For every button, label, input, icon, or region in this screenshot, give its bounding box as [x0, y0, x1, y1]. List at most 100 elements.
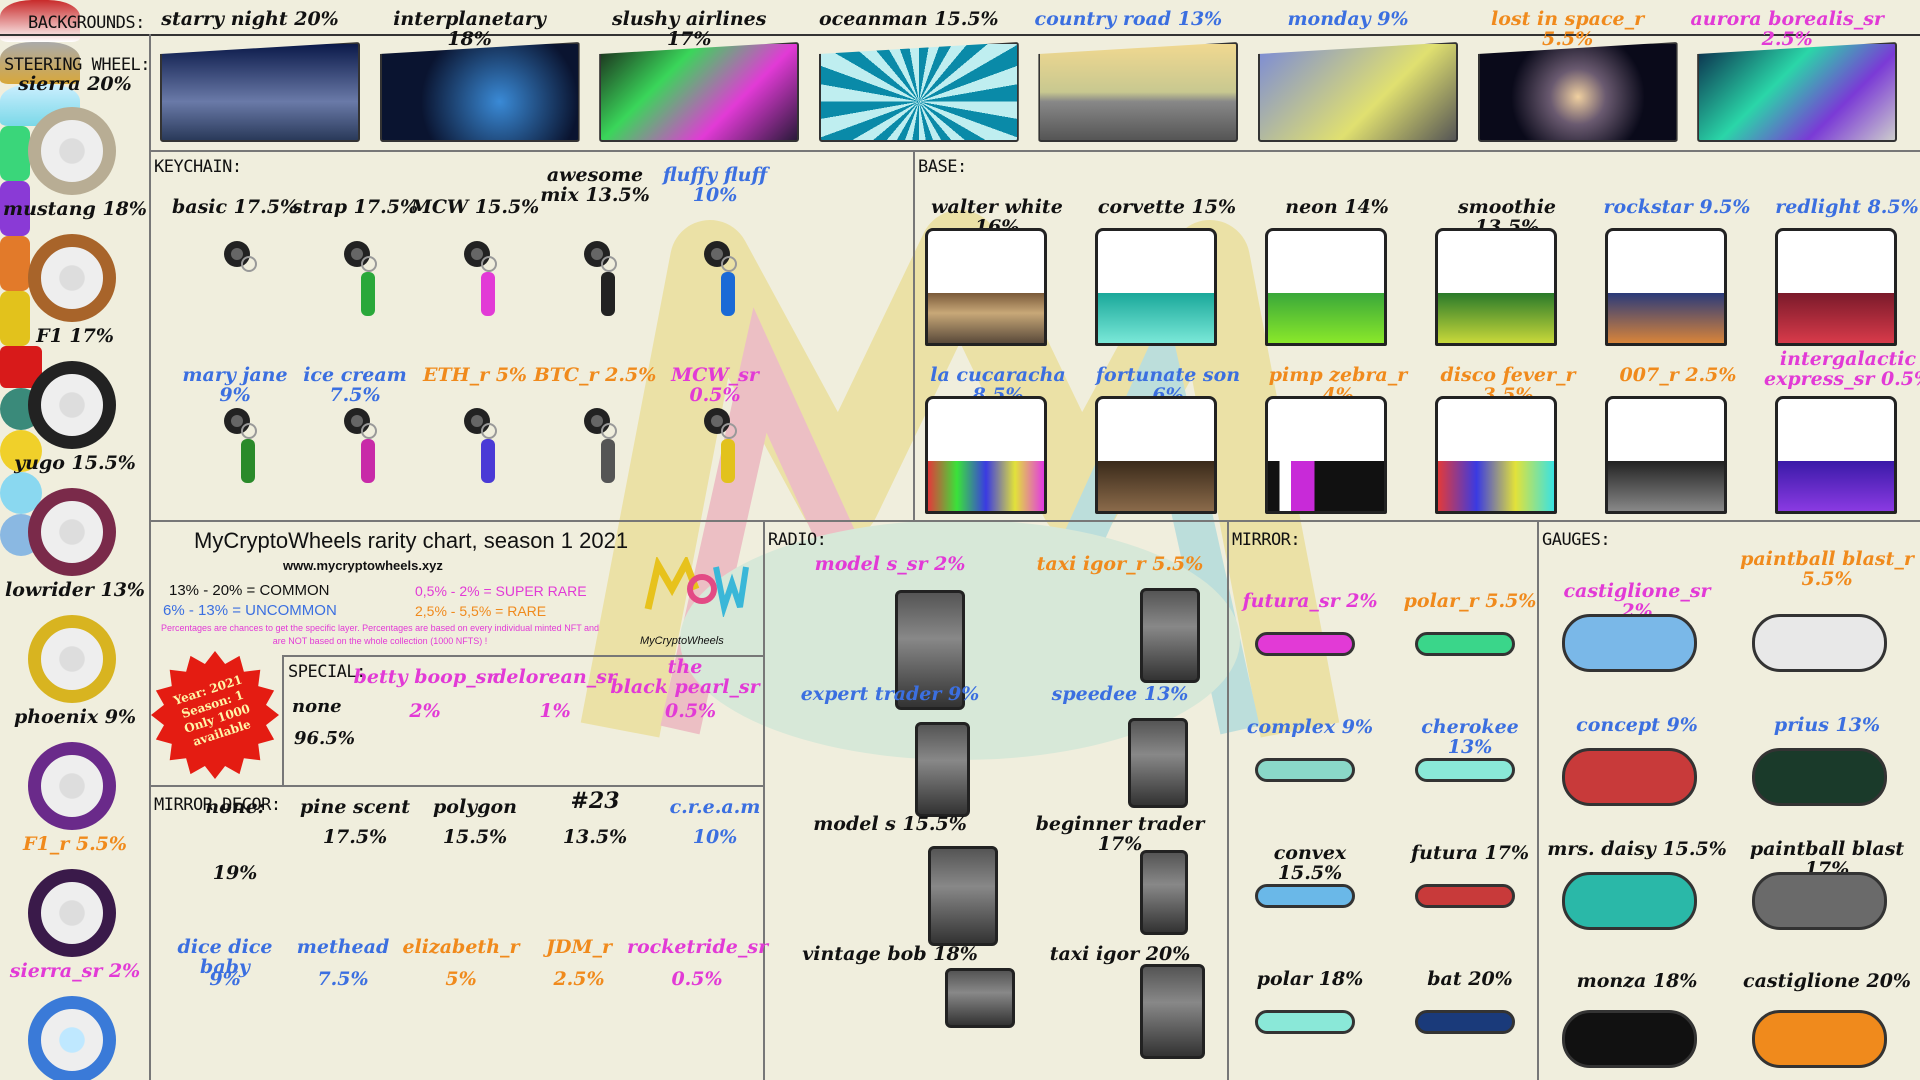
background-label: starry night 20%: [161, 8, 339, 30]
keychain-icon: [215, 238, 275, 328]
steering-wheel-icon: [28, 107, 116, 195]
mirror-decor-icon: [0, 126, 30, 181]
logo-text: MyCryptoWheels: [640, 635, 724, 647]
mirror-label: convex 15.5%: [1273, 842, 1347, 884]
base-icon: [1605, 396, 1727, 514]
mirror-icon: [1255, 1010, 1355, 1034]
mirror-decor-pct: 17.5%: [322, 826, 388, 848]
base-strip: [928, 293, 1044, 343]
special-none-label: none: [292, 696, 342, 717]
base-strip: [1608, 461, 1724, 511]
keychain-icon: [695, 238, 755, 328]
mirror-decor-label: polygon: [433, 796, 517, 818]
mirror-decor-icon: [0, 430, 42, 472]
special-none-pct: 96.5%: [294, 728, 355, 749]
base-icon: [1265, 396, 1387, 514]
steering-label: mustang 18%: [3, 198, 147, 220]
mirror-label: futura 17%: [1410, 842, 1529, 864]
mirror-header: MIRROR:: [1232, 530, 1301, 550]
special-pct: 1%: [539, 700, 571, 722]
gauge-label: mrs. daisy 15.5%: [1547, 838, 1727, 860]
background-label: oceanman 15.5%: [818, 8, 999, 30]
legend-rare: 2,5% - 5,5% = RARE: [415, 603, 547, 619]
mirror-decor-label: dice dice baby: [177, 936, 273, 978]
background-label: lost in space_r 5.5%: [1491, 8, 1645, 50]
mirror-label: futura_sr 2%: [1242, 590, 1378, 612]
mirror-icon: [1255, 632, 1355, 656]
base-icon: [1435, 396, 1557, 514]
special-pct: 0.5%: [665, 700, 717, 722]
base-label: 007_r 2.5%: [1619, 364, 1737, 386]
base-header: BASE:: [918, 157, 967, 177]
divider: [149, 785, 763, 787]
mirror-decor-header: MIRROR DECOR:: [154, 795, 281, 815]
special-icon: [0, 42, 80, 84]
season-badge: Year: 2021 Season: 1 Only 1000 available: [150, 650, 280, 780]
steering-label: phoenix 9%: [13, 706, 137, 728]
radio-label: vintage bob 18%: [802, 943, 978, 965]
background-label: country road 13%: [1034, 8, 1223, 30]
legend-note: Percentages are chances to get the speci…: [160, 623, 600, 646]
divider: [1227, 520, 1229, 1080]
mirror-icon: [1255, 758, 1355, 782]
radio-icon: [1128, 718, 1188, 808]
mirror-icon: [1415, 758, 1515, 782]
background-thumbnail: [379, 42, 580, 142]
keychain-label: mary jane 9%: [182, 364, 288, 406]
base-label: neon 14%: [1285, 196, 1389, 218]
starburst-icon: [151, 651, 279, 779]
base-label: redlight 8.5%: [1775, 196, 1919, 218]
base-strip: [1268, 461, 1384, 511]
base-strip: [1268, 293, 1384, 343]
gauge-label: prius 13%: [1773, 714, 1881, 736]
background-thumbnail: [1038, 42, 1239, 142]
mirror-decor-label: c.r.e.a.m: [669, 796, 761, 818]
steering-label: sierra_sr 2%: [9, 960, 141, 982]
base-icon: [1095, 396, 1217, 514]
mirror-label: bat 20%: [1427, 968, 1513, 990]
divider: [1537, 520, 1539, 1080]
gauge-icon: [1562, 748, 1697, 806]
keychain-icon: [455, 238, 515, 328]
background-label: slushy airlines 17%: [611, 8, 767, 50]
gauge-icon: [1562, 1010, 1697, 1068]
steering-wheel-icon: [28, 615, 116, 703]
steering-label: F1 17%: [36, 325, 114, 347]
background-thumbnail: [160, 42, 360, 142]
keychain-label: BTC_r 2.5%: [533, 364, 657, 386]
divider: [149, 150, 1920, 152]
gauge-label: castiglione 20%: [1743, 970, 1911, 992]
mirror-label: cherokee 13%: [1421, 716, 1519, 758]
mirror-decor-label: #23: [570, 788, 620, 814]
mirror-decor-label: JDM_r: [545, 936, 612, 958]
radio-label: model s_sr 2%: [814, 553, 966, 575]
steering-wheel-icon: [28, 488, 116, 576]
special-header: SPECIAL:: [288, 662, 366, 682]
mirror-decor-pct: 5%: [445, 968, 477, 990]
background-thumbnail: [1258, 42, 1458, 142]
base-strip: [1098, 461, 1214, 511]
background-thumbnail: [599, 42, 800, 142]
base-strip: [1608, 293, 1724, 343]
gauges-header: GAUGES:: [1542, 530, 1611, 550]
keychain-label: ETH_r 5%: [423, 364, 527, 386]
mirror-label: polar_r 5.5%: [1403, 590, 1537, 612]
mirror-label: complex 9%: [1246, 716, 1374, 738]
keychain-label: ice cream 7.5%: [303, 364, 407, 406]
steering-wheel-icon: [28, 869, 116, 957]
base-icon: [1605, 228, 1727, 346]
keychain-label: awesome mix 13.5%: [540, 164, 650, 206]
mirror-decor-icon: [0, 291, 30, 346]
mirror-decor-pct: 10%: [692, 826, 738, 848]
radio-icon: [928, 846, 998, 946]
legend-common: 13% - 20% = COMMON: [169, 582, 330, 599]
background-thumbnail: [818, 42, 1019, 142]
mirror-decor-pct: 13.5%: [562, 826, 628, 848]
radio-label: speedee 13%: [1051, 683, 1189, 705]
gauge-icon: [1752, 872, 1887, 930]
steering-label: lowrider 13%: [5, 579, 145, 601]
base-icon: [1435, 228, 1557, 346]
mirror-icon: [1415, 632, 1515, 656]
base-strip: [1438, 461, 1554, 511]
